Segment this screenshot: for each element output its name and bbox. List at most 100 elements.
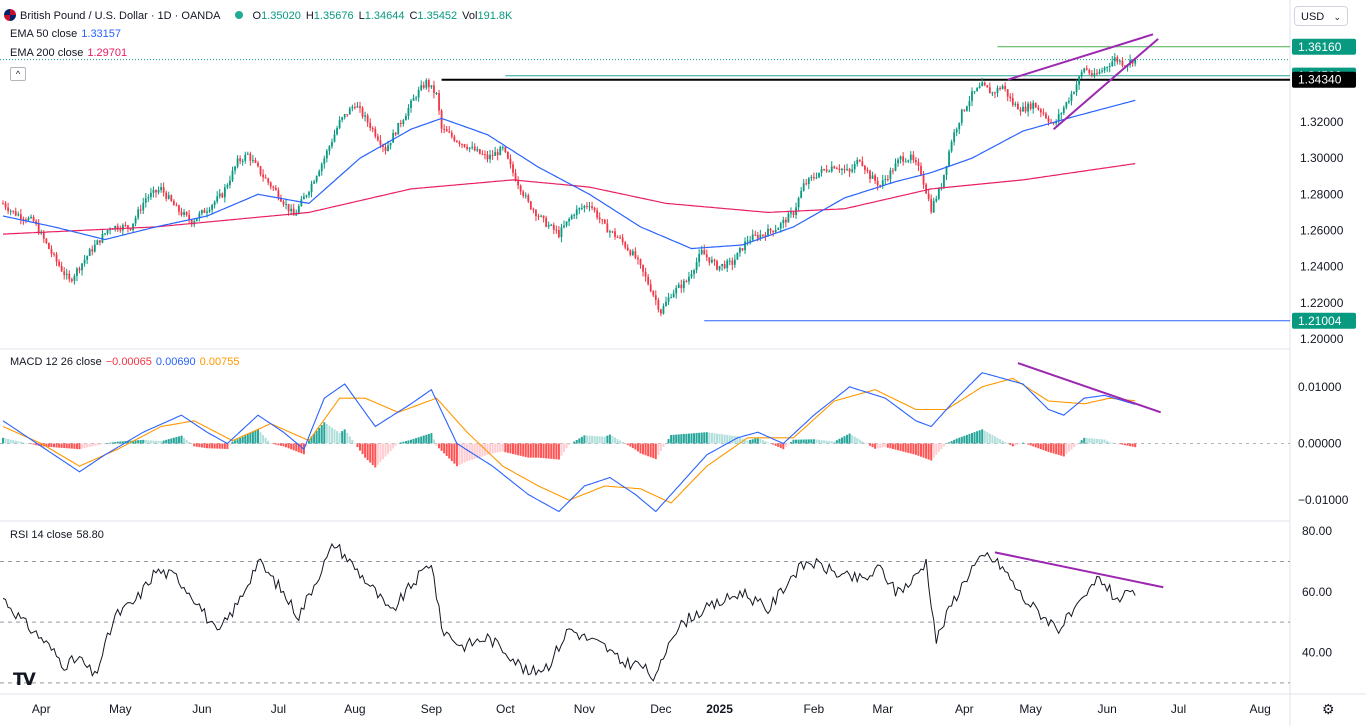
macd-histogram-bar — [986, 432, 989, 444]
macd-histogram-bar — [787, 443, 790, 445]
macd-histogram-bar — [458, 443, 461, 465]
candle-body — [180, 211, 183, 215]
macd-histogram-bar — [991, 435, 994, 444]
macd-histogram-bar — [657, 443, 660, 456]
candle-body — [1047, 118, 1050, 123]
macd-histogram-bar — [509, 443, 512, 454]
macd-histogram-bar — [63, 443, 66, 449]
candle-body — [853, 163, 856, 170]
candle-body — [711, 259, 713, 263]
candle-body — [700, 249, 703, 254]
macd-histogram-bar — [104, 443, 106, 444]
macd-histogram-bar — [1083, 437, 1086, 444]
macd-histogram-bar — [522, 443, 525, 457]
rsi-legend[interactable]: RSI 14 close 58.80 — [10, 528, 104, 542]
candle-body — [1106, 67, 1109, 69]
macd-histogram-bar — [1024, 443, 1027, 444]
candle-body — [1001, 85, 1004, 90]
candle-body — [573, 215, 576, 217]
macd-histogram-bar — [1065, 443, 1068, 455]
ema50-legend[interactable]: EMA 50 close 1.33157 — [10, 27, 121, 41]
macd-histogram-bar — [647, 443, 650, 457]
candle-body — [305, 195, 308, 197]
candle-body — [1116, 57, 1119, 62]
candle-body — [68, 273, 71, 280]
candle-body — [591, 206, 593, 208]
macd-histogram-bar — [818, 439, 820, 444]
candle-body — [73, 275, 76, 281]
candle-body — [415, 97, 417, 99]
candle-body — [172, 200, 175, 206]
macd-histogram-bar — [198, 443, 201, 448]
candle-body — [14, 211, 17, 216]
macd-histogram-bar — [389, 443, 392, 452]
candle-body — [983, 82, 986, 86]
macd-histogram-bar — [438, 443, 441, 449]
candle-body — [216, 196, 219, 202]
time-axis-tick-label: May — [1019, 702, 1042, 716]
candle-body — [348, 108, 351, 115]
macd-histogram-bar — [1060, 443, 1063, 456]
candle-body — [336, 128, 338, 135]
macd-histogram-group — [2, 422, 1137, 468]
ema200-legend[interactable]: EMA 200 close 1.29701 — [10, 46, 127, 60]
macd-legend[interactable]: MACD 12 26 close −0.00065 0.00690 0.00755 — [10, 355, 239, 369]
candle-body — [231, 170, 234, 181]
candle-body — [420, 85, 423, 90]
ohlc-open-value: 1.35020 — [261, 10, 301, 22]
macd-histogram-bar — [978, 430, 981, 444]
macd-histogram-bar — [175, 437, 178, 444]
candle-body — [252, 159, 254, 161]
time-axis-tick-label: Dec — [650, 702, 671, 716]
time-axis-tick-label: Nov — [574, 702, 595, 716]
candle-body — [315, 176, 318, 182]
rsi-label: RSI 14 close — [10, 529, 73, 541]
candle-body — [637, 257, 639, 260]
candle-body — [925, 184, 927, 194]
macd-histogram-bar — [930, 443, 933, 461]
macd-histogram-bar — [1006, 443, 1009, 444]
macd-histogram-bar — [14, 440, 17, 444]
macd-histogram-bar — [425, 434, 428, 444]
macd-histogram-bar — [111, 442, 114, 444]
macd-histogram-bar — [144, 440, 147, 444]
candle-body — [244, 154, 247, 161]
candle-body — [718, 265, 721, 270]
macd-histogram-bar — [894, 443, 897, 450]
macd-histogram-bar — [945, 443, 948, 444]
candle-body — [417, 89, 420, 98]
candle-body — [971, 91, 973, 102]
candle-body — [152, 189, 155, 193]
candle-body — [346, 114, 349, 116]
macd-histogram-bar — [195, 443, 198, 447]
macd-histogram-bar — [244, 435, 247, 444]
candle-body — [226, 185, 229, 188]
tradingview-logo-icon[interactable]: TV — [13, 670, 36, 690]
candle-body — [361, 107, 364, 117]
candle-body — [968, 101, 971, 107]
collapse-legend-button[interactable]: ^ — [10, 67, 26, 81]
candle-body — [371, 128, 374, 130]
candle-body — [807, 178, 810, 185]
macd-histogram-bar — [448, 443, 451, 459]
macd-histogram-bar — [644, 443, 647, 456]
candle-body — [246, 153, 249, 155]
currency-selector[interactable]: USD ⌄ — [1294, 6, 1348, 26]
macd-histogram-bar — [236, 439, 239, 444]
macd-histogram-bar — [2, 437, 4, 444]
macd-histogram-bar — [53, 443, 55, 448]
gear-icon[interactable]: ⚙ — [1322, 701, 1335, 717]
wedge-lower-trendline — [1052, 38, 1159, 130]
macd-histogram-bar — [578, 438, 581, 444]
macd-histogram-bar — [343, 429, 346, 444]
macd-histogram-bar — [1029, 443, 1032, 446]
macd-histogram-bar — [165, 439, 168, 444]
macd-histogram-bar — [810, 439, 813, 444]
macd-histogram-bar — [805, 439, 808, 444]
macd-histogram-bar — [767, 442, 769, 444]
candle-body — [1019, 109, 1022, 112]
candle-body — [616, 236, 619, 238]
candle-body — [665, 301, 667, 307]
ohlc-high-value: 1.35676 — [313, 10, 354, 22]
